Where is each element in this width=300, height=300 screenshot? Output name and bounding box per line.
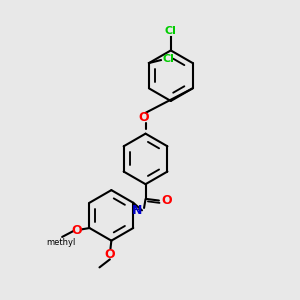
Text: O: O (72, 224, 82, 238)
Text: O: O (105, 248, 115, 260)
Text: Cl: Cl (165, 26, 177, 36)
Text: Cl: Cl (162, 55, 174, 64)
Text: N: N (132, 204, 142, 217)
Text: methyl: methyl (46, 238, 75, 247)
Text: O: O (161, 194, 172, 207)
Text: O: O (139, 111, 149, 124)
Text: H: H (132, 206, 141, 216)
